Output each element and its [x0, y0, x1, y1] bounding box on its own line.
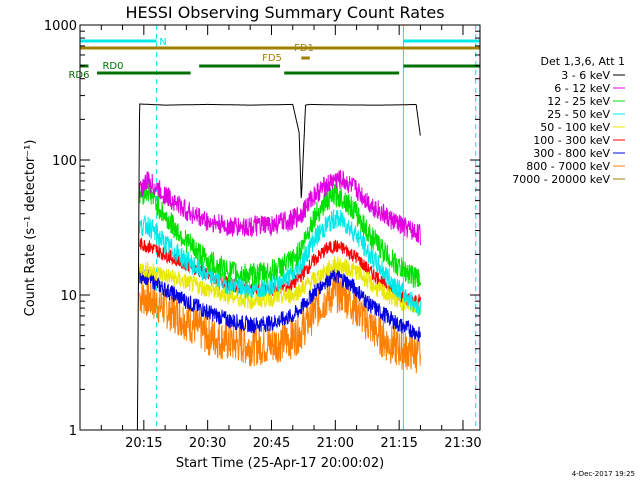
x-tick-label: 20:45 — [253, 436, 290, 451]
flag-label-fd5: FD5 — [262, 53, 282, 64]
y-tick-label: 10 — [60, 289, 77, 304]
legend-label: 3 - 6 keV — [561, 69, 610, 82]
series-line-3-6-kev — [136, 103, 421, 431]
series-line-6-12-kev — [139, 169, 421, 246]
x-tick-label: 20:15 — [125, 436, 162, 451]
legend-label: 12 - 25 keV — [547, 95, 610, 108]
y-axis-label: Count Rate (s⁻¹ detector⁻¹) — [23, 140, 38, 317]
flag-label-fd1: FD1 — [294, 43, 314, 54]
legend-label: 50 - 100 keV — [540, 121, 610, 134]
legend-label: 7000 - 20000 keV — [512, 173, 610, 186]
y-tick-label: 1 — [69, 424, 77, 439]
legend-label: 300 - 800 keV — [533, 147, 610, 160]
series-line-300-800-kev — [139, 267, 421, 342]
flag-label-n: N — [159, 37, 166, 48]
series-line-800-7000-kev — [139, 272, 421, 374]
series-line-50-100-kev — [139, 256, 421, 317]
legend-label: 25 - 50 keV — [547, 108, 610, 121]
chart-title: HESSI Observing Summary Count Rates — [125, 3, 444, 22]
flag-label-rd6: RD6 — [68, 70, 89, 81]
legend-label: 800 - 7000 keV — [526, 160, 610, 173]
x-tick-label: 20:30 — [189, 436, 226, 451]
x-axis-label: Start Time (25-Apr-17 20:00:02) — [176, 456, 384, 471]
legend-label: 6 - 12 keV — [554, 82, 610, 95]
flag-label-rd0: RD0 — [102, 61, 123, 72]
y-tick-label: 1000 — [44, 19, 77, 34]
series-line-12-25-kev — [139, 181, 421, 288]
x-tick-label: 21:15 — [380, 436, 417, 451]
y-tick-label: 100 — [52, 154, 77, 169]
footer-date-stamp: 4-Dec-2017 19:25 — [572, 470, 635, 478]
x-tick-label: 21:00 — [317, 436, 354, 451]
legend-title: Det 1,3,6, Att 1 — [541, 55, 625, 68]
legend-label: 100 - 300 keV — [533, 134, 610, 147]
x-tick-label: 21:30 — [444, 436, 481, 451]
series-line-25-50-kev — [139, 209, 421, 317]
plot-frame — [79, 24, 481, 431]
